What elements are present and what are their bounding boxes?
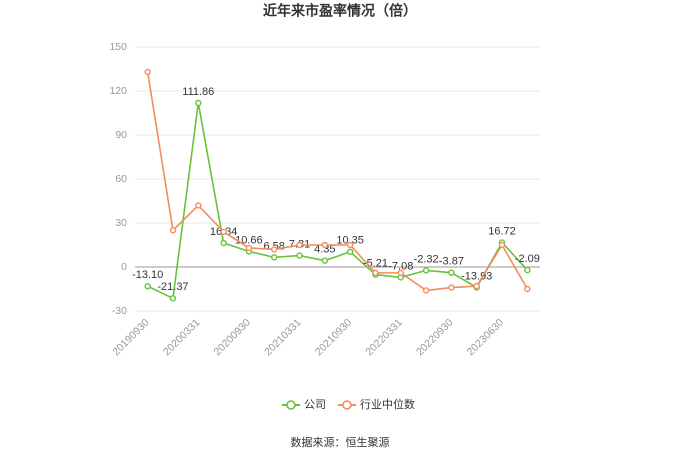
point bbox=[524, 266, 531, 274]
point bbox=[169, 295, 177, 302]
point bbox=[422, 287, 430, 294]
point bbox=[296, 241, 303, 249]
point bbox=[169, 227, 177, 234]
point bbox=[448, 284, 455, 291]
point bbox=[448, 269, 455, 276]
y-tick-label: 60 bbox=[115, 173, 127, 185]
x-tick-label: 20220930 bbox=[414, 316, 456, 358]
data-label: -2.32 bbox=[414, 253, 439, 265]
y-tick-label: 0 bbox=[121, 261, 127, 273]
x-tick-label: 20220331 bbox=[363, 316, 405, 358]
y-tick-label: 150 bbox=[109, 41, 127, 53]
data-label: -21.37 bbox=[157, 281, 188, 293]
x-tick-label: 20190930 bbox=[110, 316, 152, 358]
x-tick-label: 20200331 bbox=[161, 316, 203, 358]
point bbox=[422, 267, 430, 274]
x-tick-label: 20210930 bbox=[313, 316, 355, 358]
y-tick-label: -30 bbox=[112, 305, 127, 317]
legend-label: 公司 bbox=[304, 399, 326, 411]
point bbox=[220, 228, 227, 236]
legend-marker bbox=[286, 400, 296, 410]
point bbox=[524, 285, 531, 293]
point bbox=[296, 252, 303, 259]
point bbox=[321, 257, 329, 264]
source: 数据来源：恒生聚源 bbox=[291, 435, 390, 449]
point bbox=[321, 241, 329, 249]
point bbox=[498, 241, 506, 249]
point bbox=[144, 68, 151, 76]
series-line bbox=[147, 102, 528, 300]
data-label: -7.08 bbox=[388, 260, 413, 272]
data-label: 10.35 bbox=[336, 235, 364, 247]
point bbox=[271, 254, 278, 261]
point bbox=[346, 248, 354, 256]
point bbox=[397, 269, 404, 277]
y-tick-label: 120 bbox=[109, 85, 127, 97]
point bbox=[195, 99, 202, 107]
data-label: 10.66 bbox=[235, 234, 263, 246]
x-tick-label: 20200930 bbox=[211, 316, 253, 358]
series-line bbox=[146, 71, 529, 292]
data-label: 111.86 bbox=[182, 86, 214, 98]
y-tick-label: 90 bbox=[115, 129, 127, 141]
legend-marker bbox=[342, 400, 352, 410]
point bbox=[195, 202, 202, 209]
point bbox=[346, 241, 354, 249]
point bbox=[245, 244, 253, 252]
point bbox=[220, 239, 227, 247]
data-label: -3.87 bbox=[439, 256, 464, 268]
data-label: 4.35 bbox=[314, 244, 335, 256]
point bbox=[271, 246, 278, 253]
point bbox=[144, 283, 151, 290]
x-tick-label: 20230630 bbox=[465, 316, 507, 358]
y-tick-label: 30 bbox=[115, 217, 127, 229]
data-label: -2.09 bbox=[515, 253, 540, 265]
x-tick-label: 20210331 bbox=[262, 316, 304, 358]
legend-label: 行业中位数 bbox=[360, 397, 415, 411]
data-label: -13.93 bbox=[461, 270, 492, 282]
data-label: -13.10 bbox=[132, 269, 163, 281]
point bbox=[372, 269, 379, 277]
point bbox=[473, 282, 480, 290]
chart-title: 近年来市盈率情况（倍） bbox=[263, 3, 417, 19]
data-label: 16.72 bbox=[488, 225, 516, 237]
